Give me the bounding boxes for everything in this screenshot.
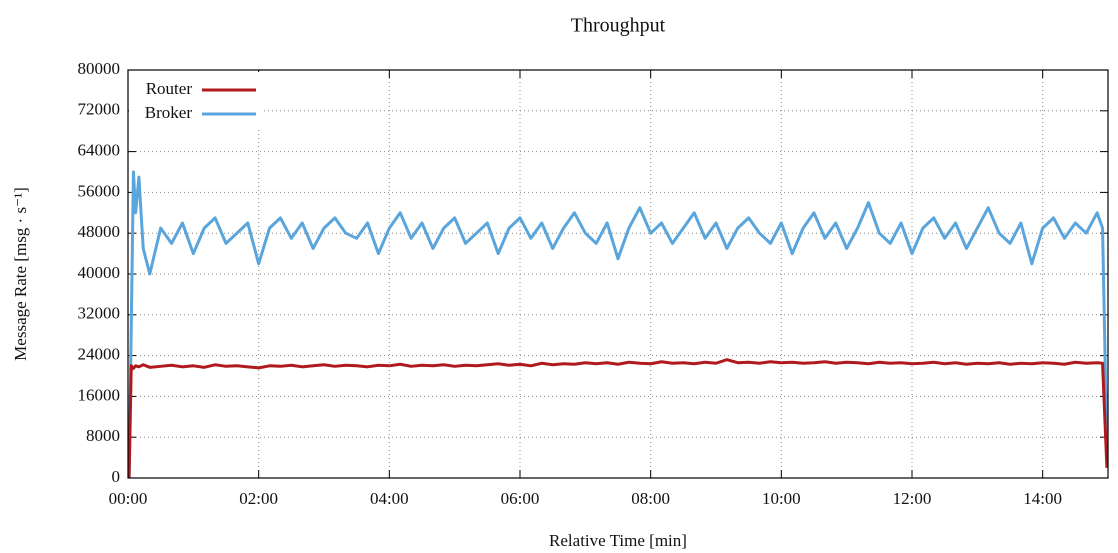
plot-frame (127, 69, 1109, 479)
series-line (127, 170, 1109, 479)
y-tick-label: 24000 (78, 345, 121, 364)
y-axis-label: Message Rate [msg · s⁻¹] (11, 187, 30, 361)
x-axis-label: Relative Time [min] (549, 531, 687, 550)
x-tick-label: 08:00 (631, 489, 670, 508)
legend-label: Broker (145, 103, 193, 122)
y-tick-label: 80000 (78, 59, 121, 78)
x-tick-label: 10:00 (762, 489, 801, 508)
x-tick-label: 06:00 (501, 489, 540, 508)
y-tick-label: 32000 (78, 304, 121, 323)
legend-label: Router (146, 79, 193, 98)
y-tick-label: 8000 (86, 426, 120, 445)
series-line (127, 358, 1109, 479)
x-tick-label: 14:00 (1023, 489, 1062, 508)
y-tick-label: 56000 (78, 181, 121, 200)
legend-box (129, 72, 261, 130)
x-tick-label: 02:00 (239, 489, 278, 508)
y-tick-label: 0 (112, 467, 121, 486)
y-tick-label: 72000 (78, 100, 121, 119)
y-tick-label: 64000 (78, 141, 121, 160)
chart-title: Throughput (571, 15, 666, 37)
y-tick-label: 16000 (78, 385, 121, 404)
x-tick-label: 04:00 (370, 489, 409, 508)
x-tick-label: 00:00 (109, 489, 148, 508)
y-tick-label: 40000 (78, 263, 121, 282)
y-tick-label: 48000 (78, 222, 121, 241)
x-tick-label: 12:00 (893, 489, 932, 508)
